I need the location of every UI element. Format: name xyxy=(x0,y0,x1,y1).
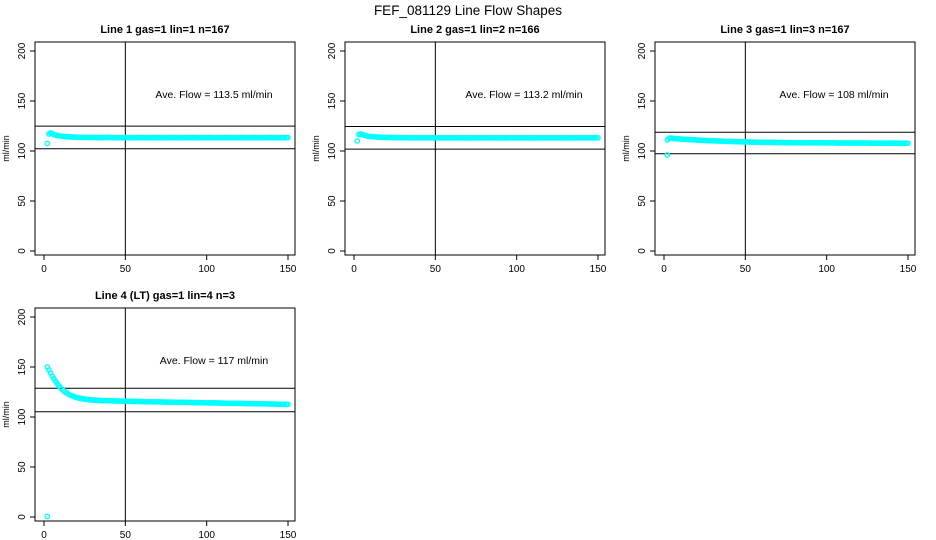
y-tick-label: 0 xyxy=(637,248,648,254)
ave-flow-annotation: Ave. Flow = 117 ml/min xyxy=(160,355,269,367)
x-tick-label: 0 xyxy=(351,264,357,275)
panel-2: 0 50 100 150 200 0 50 100 150 ml/min Line 2 gas=1 … xyxy=(311,24,607,275)
y-tick-label: 50 xyxy=(17,461,28,473)
y-tick-label: 100 xyxy=(17,408,28,425)
plot-box xyxy=(34,41,296,256)
panel-title: Line 3 gas=1 lin=3 n=167 xyxy=(720,24,849,36)
data-point xyxy=(595,134,601,141)
y-tick-label: 150 xyxy=(327,92,338,109)
panel-title: Line 4 (LT) gas=1 lin=4 n=3 xyxy=(95,290,235,302)
plot-box xyxy=(654,41,916,256)
x-tick-label: 150 xyxy=(280,264,297,275)
y-tick-label: 200 xyxy=(637,42,648,59)
y-tick-label: 0 xyxy=(17,514,28,520)
x-tick-label: 50 xyxy=(740,264,752,275)
plot-box xyxy=(344,41,606,256)
x-tick-label: 100 xyxy=(508,264,525,275)
y-tick-label: 150 xyxy=(637,92,648,109)
y-tick-label: 0 xyxy=(17,248,28,254)
y-tick-label: 100 xyxy=(637,142,648,159)
plot-box xyxy=(34,307,296,522)
x-tick-label: 50 xyxy=(120,264,132,275)
y-tick-label: 200 xyxy=(17,308,28,325)
y-tick-label: 100 xyxy=(327,142,338,159)
y-tick-label: 50 xyxy=(637,195,648,207)
panel-title: Line 2 gas=1 lin=2 n=166 xyxy=(410,24,539,36)
y-tick-label: 100 xyxy=(17,142,28,159)
data-point xyxy=(354,138,361,144)
y-tick-label: 150 xyxy=(17,358,28,375)
data-point xyxy=(44,140,51,147)
data-point xyxy=(664,152,671,158)
y-tick-label: 200 xyxy=(17,42,28,59)
panel-4: 0 50 100 150 200 0 50 100 150 ml/min Line 4 (LT) g… xyxy=(1,290,297,540)
x-tick-label: 100 xyxy=(198,264,215,275)
y-axis-label: ml/min xyxy=(621,135,631,162)
main-title: FEF_081129 Line Flow Shapes xyxy=(374,3,562,18)
data-point xyxy=(285,401,291,408)
x-tick-label: 0 xyxy=(41,530,47,540)
y-tick-label: 0 xyxy=(327,248,338,254)
x-tick-label: 100 xyxy=(198,530,215,540)
x-tick-label: 0 xyxy=(41,264,47,275)
y-tick-label: 50 xyxy=(327,195,338,207)
x-tick-label: 150 xyxy=(590,264,607,275)
ave-flow-annotation: Ave. Flow = 108 ml/min xyxy=(779,89,888,101)
ave-flow-annotation: Ave. Flow = 113.5 ml/min xyxy=(155,89,272,101)
y-axis-label: ml/min xyxy=(1,401,11,428)
x-tick-label: 50 xyxy=(120,530,132,540)
x-tick-label: 150 xyxy=(280,530,297,540)
y-tick-label: 150 xyxy=(17,92,28,109)
data-point xyxy=(285,134,291,141)
y-axis-label: ml/min xyxy=(1,135,11,162)
ave-flow-annotation: Ave. Flow = 113.2 ml/min xyxy=(465,89,582,101)
y-tick-label: 200 xyxy=(327,42,338,59)
x-tick-label: 150 xyxy=(900,264,917,275)
x-tick-label: 100 xyxy=(818,264,835,275)
x-tick-label: 0 xyxy=(661,264,667,275)
y-axis-label: ml/min xyxy=(311,135,321,162)
y-tick-label: 50 xyxy=(17,195,28,207)
panel-3: 0 50 100 150 200 0 50 100 150 ml/min Line 3 gas=1 … xyxy=(621,24,917,275)
x-tick-label: 50 xyxy=(430,264,442,275)
data-point xyxy=(905,140,911,147)
panel-title: Line 1 gas=1 lin=1 n=167 xyxy=(100,24,229,36)
data-point xyxy=(44,513,51,520)
panel-1: 0 50 100 150 200 0 50 100 150 ml/min Line 1 gas=1 … xyxy=(1,24,297,275)
